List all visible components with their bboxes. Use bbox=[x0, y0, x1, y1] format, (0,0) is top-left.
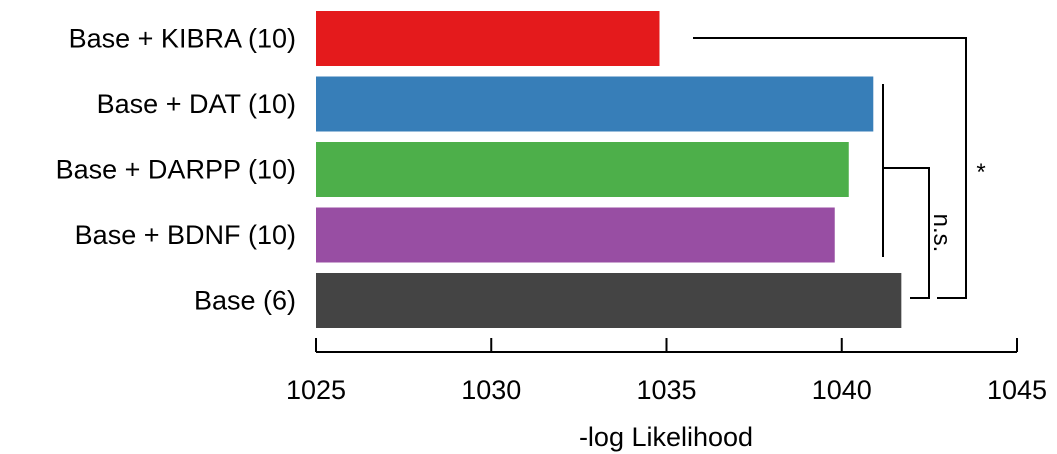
x-tick-label-2: 1035 bbox=[636, 375, 696, 405]
bar-2 bbox=[316, 142, 849, 197]
star-annotation: * bbox=[976, 159, 985, 186]
ns-annotation: n.s. bbox=[928, 214, 955, 253]
bar-4 bbox=[316, 273, 902, 328]
significance-brackets: n.s. * bbox=[693, 37, 986, 299]
bars-group bbox=[316, 11, 902, 328]
star-bracket bbox=[693, 37, 967, 299]
x-tick-label-0: 1025 bbox=[286, 375, 346, 405]
x-tick-label-3: 1040 bbox=[812, 375, 872, 405]
bar-0 bbox=[316, 11, 660, 66]
x-axis-title: -log Likelihood bbox=[579, 422, 753, 452]
category-label-1: Base + DAT (10) bbox=[97, 89, 296, 119]
category-label-4: Base (6) bbox=[194, 286, 296, 316]
x-axis: 1025 1030 1035 1040 1045 bbox=[286, 338, 1047, 405]
category-label-3: Base + BDNF (10) bbox=[75, 220, 296, 250]
category-label-2: Base + DARPP (10) bbox=[56, 155, 296, 185]
x-tick-label-4: 1045 bbox=[987, 375, 1047, 405]
category-label-0: Base + KIBRA (10) bbox=[69, 24, 296, 54]
bar-1 bbox=[316, 76, 874, 132]
ns-bracket bbox=[883, 167, 930, 299]
x-tick-label-1: 1030 bbox=[461, 375, 521, 405]
category-labels: Base + KIBRA (10) Base + DAT (10) Base + D… bbox=[56, 24, 296, 316]
bar-3 bbox=[316, 207, 835, 263]
